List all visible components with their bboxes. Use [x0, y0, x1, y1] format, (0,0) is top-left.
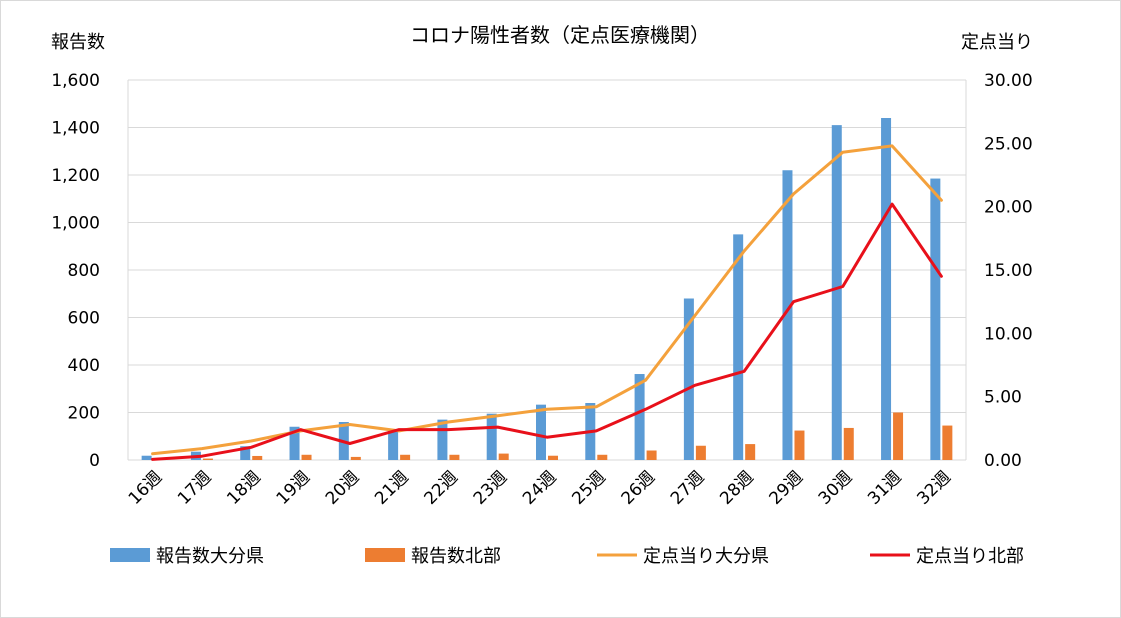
x-tick-label: 25週 [568, 467, 609, 508]
left-axis-ticks: 0 200 400 600 800 1,000 1,200 1,400 1,600 [51, 71, 100, 471]
bar-hokubu [548, 455, 558, 460]
bar-hokubu [597, 454, 608, 460]
x-tick-label: 23週 [470, 467, 511, 508]
x-tick-label: 29週 [766, 467, 807, 508]
left-tick-label: 1,000 [51, 214, 100, 234]
legend-swatch [365, 548, 405, 562]
bar-hokubu [400, 454, 411, 460]
x-tick-label: 16週 [125, 467, 166, 508]
bar-oita [733, 234, 744, 460]
bar-oita [141, 455, 152, 460]
x-tick-label: 30週 [815, 467, 856, 508]
right-axis-title: 定点当り [961, 32, 1033, 53]
left-tick-label: 1,200 [51, 166, 100, 186]
right-tick-label: 25.00 [984, 134, 1033, 154]
right-tick-label: 15.00 [984, 261, 1033, 281]
right-tick-label: 10.00 [984, 324, 1033, 344]
bar-oita [486, 413, 497, 460]
bar-hokubu [350, 456, 361, 460]
bar-oita [634, 374, 645, 460]
chart-title: コロナ陽性者数（定点医療機関） [410, 23, 710, 47]
line-oita [151, 144, 943, 456]
gridlines [127, 79, 967, 461]
bar-oita [831, 125, 842, 460]
right-tick-label: 30.00 [984, 71, 1033, 91]
legend-label: 定点当り大分県 [643, 546, 769, 567]
x-tick-label: 24週 [519, 467, 560, 508]
bar-hokubu [449, 454, 460, 460]
left-tick-label: 600 [68, 309, 100, 329]
bar-hokubu [202, 458, 213, 460]
right-tick-label: 5.00 [984, 388, 1022, 408]
x-tick-label: 28週 [716, 467, 757, 508]
x-tick-label: 21週 [371, 467, 412, 508]
x-tick-label: 19週 [273, 467, 314, 508]
legend-swatch [110, 548, 150, 562]
x-tick-label: 22週 [420, 467, 461, 508]
legend-label: 定点当り北部 [916, 546, 1024, 567]
bar-group [141, 118, 953, 460]
left-tick-label: 1,600 [51, 71, 100, 91]
bar-oita [782, 170, 793, 460]
left-tick-label: 0 [89, 451, 100, 471]
bar-oita [683, 298, 694, 460]
x-tick-label: 17週 [174, 467, 215, 508]
bar-hokubu [695, 445, 706, 460]
x-tick-label: 26週 [618, 467, 659, 508]
bar-hokubu [794, 430, 805, 460]
bar-hokubu [745, 444, 756, 460]
legend: 報告数大分県 報告数北部 定点当り大分県 定点当り北部 [110, 546, 1024, 567]
bar-oita [930, 178, 941, 460]
x-tick-label: 32週 [913, 467, 954, 508]
left-tick-label: 200 [68, 404, 100, 424]
bar-hokubu [498, 453, 509, 460]
line-hokubu [151, 202, 943, 461]
x-tick-label: 31週 [864, 467, 905, 508]
bar-oita [388, 429, 399, 460]
bar-oita [881, 118, 892, 460]
bar-hokubu [252, 455, 263, 460]
bar-oita [240, 446, 251, 460]
right-axis-ticks: 0.00 5.00 10.00 15.00 20.00 25.00 30.00 [984, 71, 1033, 471]
bar-hokubu [942, 425, 953, 460]
bar-oita [289, 426, 300, 460]
left-axis-title: 報告数 [51, 32, 105, 53]
line-group [151, 144, 943, 461]
bar-hokubu [893, 412, 904, 460]
legend-label: 報告数大分県 [156, 546, 264, 567]
x-tick-label: 27週 [667, 467, 708, 508]
x-axis-ticks: 16週 17週 18週 19週 20週 21週 22週 23週 24週 25週 26週 27週 28週 2… [125, 467, 955, 508]
legend-label: 報告数北部 [411, 546, 501, 567]
right-tick-label: 0.00 [984, 451, 1022, 471]
bar-hokubu [301, 454, 312, 460]
right-tick-label: 20.00 [984, 198, 1033, 218]
x-tick-label: 20週 [322, 467, 363, 508]
x-tick-label: 18週 [223, 467, 264, 508]
left-tick-label: 400 [68, 356, 100, 376]
bar-hokubu [646, 450, 657, 460]
left-tick-label: 800 [68, 261, 100, 281]
bar-oita [437, 419, 448, 460]
left-tick-label: 1,400 [51, 119, 100, 139]
bar-oita [536, 404, 546, 460]
bar-hokubu [843, 427, 854, 460]
